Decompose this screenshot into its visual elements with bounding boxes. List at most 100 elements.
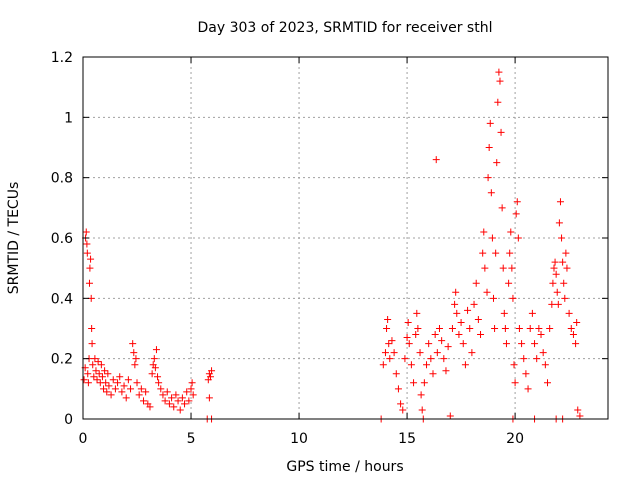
data-point bbox=[552, 270, 560, 278]
data-point bbox=[559, 258, 567, 266]
data-point bbox=[84, 379, 92, 387]
data-point bbox=[556, 198, 564, 206]
data-point bbox=[485, 144, 493, 151]
x-tick-label: 15 bbox=[398, 431, 416, 447]
data-point bbox=[487, 189, 495, 197]
data-point bbox=[159, 391, 167, 399]
data-point bbox=[479, 249, 487, 257]
data-point bbox=[459, 340, 467, 348]
data-point bbox=[154, 373, 162, 381]
data-point bbox=[442, 367, 450, 375]
data-point bbox=[553, 288, 561, 296]
data-point bbox=[187, 385, 195, 393]
data-point bbox=[495, 68, 503, 76]
data-point bbox=[550, 264, 558, 272]
data-point bbox=[163, 388, 171, 396]
data-point bbox=[420, 379, 428, 387]
data-point bbox=[85, 279, 93, 287]
data-point bbox=[535, 325, 543, 332]
data-point bbox=[97, 361, 105, 369]
data-point bbox=[464, 306, 472, 314]
data-point bbox=[457, 318, 465, 326]
data-point bbox=[470, 300, 478, 308]
data-point bbox=[189, 391, 197, 399]
data-point bbox=[488, 234, 496, 242]
data-point bbox=[188, 379, 196, 387]
data-point bbox=[148, 370, 156, 378]
data-point bbox=[560, 279, 568, 287]
data-point bbox=[120, 382, 128, 390]
data-point bbox=[185, 397, 193, 405]
data-point bbox=[509, 294, 517, 302]
data-point bbox=[181, 400, 189, 408]
data-point bbox=[407, 361, 415, 369]
data-point bbox=[137, 385, 145, 393]
data-point bbox=[551, 258, 559, 266]
data-point bbox=[95, 370, 103, 378]
data-point bbox=[93, 376, 101, 384]
x-tick-label: 20 bbox=[506, 431, 524, 447]
data-point bbox=[385, 340, 393, 348]
data-point bbox=[116, 373, 124, 381]
data-point bbox=[480, 228, 488, 236]
data-point bbox=[565, 309, 573, 317]
data-point bbox=[174, 397, 182, 405]
data-point bbox=[563, 264, 571, 272]
data-point bbox=[161, 397, 169, 405]
y-tick-label: 0 bbox=[64, 412, 73, 428]
data-point bbox=[569, 331, 577, 339]
data-point bbox=[178, 394, 186, 402]
data-point bbox=[558, 234, 566, 242]
data-point bbox=[168, 394, 176, 402]
y-axis-title: SRMTID / TECUs bbox=[6, 182, 22, 295]
data-point bbox=[512, 210, 520, 218]
x-tick-label: 5 bbox=[187, 431, 196, 447]
data-point bbox=[548, 300, 556, 308]
data-point bbox=[546, 325, 554, 332]
axis-ticks: 0 0.2 0.4 0.6 0.8 1 1.2 0 5 10 15 20 bbox=[51, 50, 608, 447]
data-point bbox=[544, 379, 552, 387]
data-point bbox=[208, 367, 216, 375]
data-point bbox=[90, 373, 98, 381]
data-point bbox=[477, 331, 485, 339]
data-point bbox=[100, 385, 108, 393]
data-point bbox=[83, 249, 91, 257]
data-point bbox=[87, 255, 95, 263]
data-point bbox=[410, 379, 418, 387]
data-point bbox=[405, 340, 413, 348]
data-point bbox=[444, 343, 452, 351]
data-point bbox=[102, 379, 110, 387]
data-point bbox=[388, 337, 396, 345]
data-point bbox=[423, 361, 431, 369]
data-point bbox=[401, 355, 409, 363]
data-point bbox=[526, 325, 534, 332]
data-point bbox=[499, 264, 507, 272]
data-point bbox=[111, 385, 119, 393]
data-point bbox=[131, 361, 139, 369]
data-point bbox=[183, 388, 191, 396]
y-tick-label: 0.6 bbox=[51, 231, 73, 247]
data-point bbox=[176, 406, 184, 414]
data-point bbox=[206, 373, 214, 381]
data-point bbox=[205, 394, 213, 402]
data-point bbox=[150, 355, 158, 363]
data-point bbox=[513, 198, 521, 206]
data-point bbox=[501, 325, 509, 332]
y-tick-label: 0.2 bbox=[51, 352, 73, 368]
data-point bbox=[572, 340, 580, 348]
data-point bbox=[514, 234, 522, 242]
data-point bbox=[151, 364, 159, 372]
data-point bbox=[124, 376, 132, 384]
data-point bbox=[92, 367, 100, 375]
data-point bbox=[383, 325, 391, 332]
data-point bbox=[412, 331, 420, 339]
data-point bbox=[91, 355, 99, 363]
grid-lines bbox=[83, 57, 608, 419]
y-tick-label: 1 bbox=[64, 110, 73, 126]
data-point bbox=[461, 361, 469, 369]
data-point bbox=[139, 397, 147, 405]
data-point bbox=[130, 349, 138, 357]
data-point bbox=[397, 400, 405, 408]
data-point bbox=[390, 349, 398, 357]
